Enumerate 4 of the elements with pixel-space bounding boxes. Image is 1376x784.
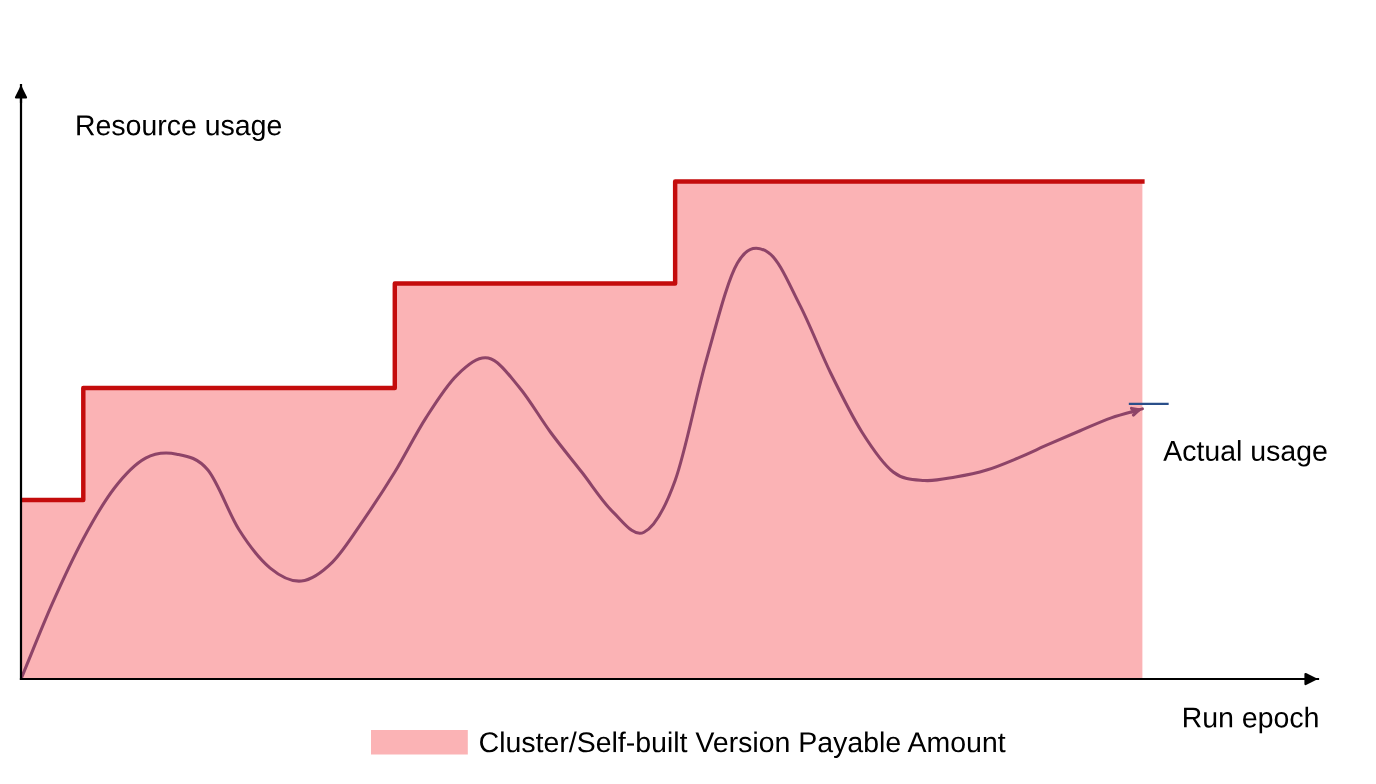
series-label: Actual usage — [1163, 440, 1327, 467]
y-axis-title: Resource usage — [77, 115, 282, 142]
x-axis-title: Run epoch — [1184, 706, 1318, 734]
legend-label: Cluster/Self-built Version Payable Amount — [480, 731, 1006, 758]
